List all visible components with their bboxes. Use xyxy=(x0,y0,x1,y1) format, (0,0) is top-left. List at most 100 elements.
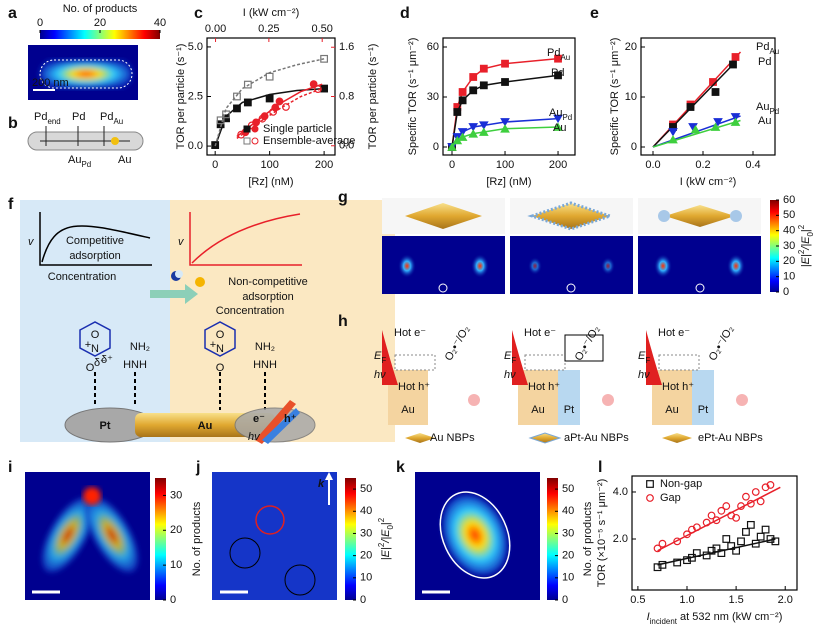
h-text: Au xyxy=(665,404,678,416)
legend-symbol xyxy=(251,125,259,133)
colorbar-title: No. of products xyxy=(582,501,594,576)
data-point xyxy=(722,535,731,543)
data-point xyxy=(243,80,252,89)
colorbar xyxy=(770,200,779,292)
legend-symbol xyxy=(646,494,654,502)
text-part: 0 xyxy=(806,231,813,236)
y-tick-label: 0.0 xyxy=(188,140,203,152)
ring xyxy=(79,321,111,357)
band xyxy=(394,354,436,371)
data-point xyxy=(692,549,701,557)
data-point xyxy=(731,53,740,61)
rod-label: PdAu xyxy=(100,111,123,126)
curve xyxy=(41,225,151,263)
data-point xyxy=(501,59,509,68)
plot-frame xyxy=(631,475,798,591)
h-text: Hot h⁺ xyxy=(528,381,560,393)
y-axis-label: TOR per particle (s⁻¹) xyxy=(175,44,187,150)
axis xyxy=(189,212,302,266)
text-part: | xyxy=(800,229,812,232)
panel-letter: f xyxy=(8,196,14,213)
x-axis-label: [Rz] (nM) xyxy=(248,176,293,188)
hotspot xyxy=(727,254,745,278)
data-point xyxy=(233,104,241,113)
data-point xyxy=(710,122,721,131)
panel-letter: h xyxy=(338,313,348,330)
data-point xyxy=(447,142,457,151)
h-text: EF xyxy=(504,350,516,365)
rod-label: Pd xyxy=(72,111,85,123)
data-point xyxy=(683,556,691,565)
colorbar-tick-label: 40 xyxy=(562,505,574,517)
text-part: |E| xyxy=(380,547,392,560)
data-point xyxy=(653,544,662,553)
heatmap xyxy=(85,497,139,573)
colorbar-tick-label: 30 xyxy=(170,489,182,501)
h-text: Hot e⁻ xyxy=(394,327,426,339)
data-point xyxy=(756,532,765,541)
h-text: Hot e⁻ xyxy=(658,327,690,339)
data-point xyxy=(737,502,745,510)
fermi xyxy=(646,330,662,385)
data-point xyxy=(722,502,731,510)
data-point xyxy=(727,542,736,550)
colorbar-tick-label: 30 xyxy=(562,527,574,539)
arrow xyxy=(150,284,198,304)
colorbar-tick-label: 40 xyxy=(783,225,795,237)
data-point xyxy=(458,88,467,96)
x-tick-label: 100 xyxy=(496,159,514,171)
hotspot xyxy=(398,254,416,278)
colorbar-tick-label: 50 xyxy=(360,483,372,495)
data-point xyxy=(688,553,696,562)
h-text: O₂•⁻/O₂ xyxy=(443,324,473,363)
series-label: PdAu xyxy=(547,47,570,62)
f-title: adsorption xyxy=(69,250,120,262)
f-title: adsorption xyxy=(242,291,293,303)
text-part: Au xyxy=(769,47,779,56)
moon-cut xyxy=(175,270,183,278)
data-point xyxy=(453,108,462,116)
data-point xyxy=(457,128,468,137)
trend-line xyxy=(652,119,741,148)
y2-axis-label: TOR per particle (s⁻¹) xyxy=(367,44,379,150)
data-point xyxy=(692,523,701,532)
x-tick-label: 0 xyxy=(449,159,455,171)
fermi xyxy=(382,330,398,385)
icon xyxy=(528,432,562,444)
text-part: /|E xyxy=(800,236,812,251)
light xyxy=(255,400,296,444)
legend-symbol xyxy=(646,480,654,488)
x2-tick-label: 0.25 xyxy=(258,23,279,35)
atom: NH₂ xyxy=(130,341,150,353)
colorbar-tick-label: 20 xyxy=(170,524,182,536)
text-part: E xyxy=(504,350,512,362)
colorbar-tick-label: 10 xyxy=(562,572,574,584)
data-point xyxy=(658,560,667,569)
data-point xyxy=(309,80,318,89)
y-axis-label: Specific TOR (s⁻¹ μm⁻²) xyxy=(609,38,621,156)
hotspot xyxy=(528,257,542,275)
data-point xyxy=(478,127,489,136)
data-point xyxy=(222,114,230,123)
text-part: Pd xyxy=(758,56,771,68)
atom: N xyxy=(91,343,99,355)
data-point xyxy=(216,116,225,125)
data-point xyxy=(683,530,691,539)
series-line xyxy=(451,57,559,148)
data-point xyxy=(729,60,737,69)
text-part: Au xyxy=(113,117,123,126)
y-tick-label: 4.0 xyxy=(613,486,628,498)
data-point xyxy=(553,122,563,131)
colorbar-tick-label: 30 xyxy=(783,240,795,252)
colorbar-tick-label: 60 xyxy=(783,194,795,206)
data-point xyxy=(746,499,755,508)
colorbar-tick-label: 20 xyxy=(562,550,574,562)
colorbar-tick-label: 30 xyxy=(360,527,372,539)
h-text: O₂•⁻/O₂ xyxy=(707,324,737,363)
axis xyxy=(39,212,152,266)
series-label: AuPd xyxy=(549,107,572,122)
h-text: hν xyxy=(504,369,516,381)
h-diagrams xyxy=(382,330,748,444)
